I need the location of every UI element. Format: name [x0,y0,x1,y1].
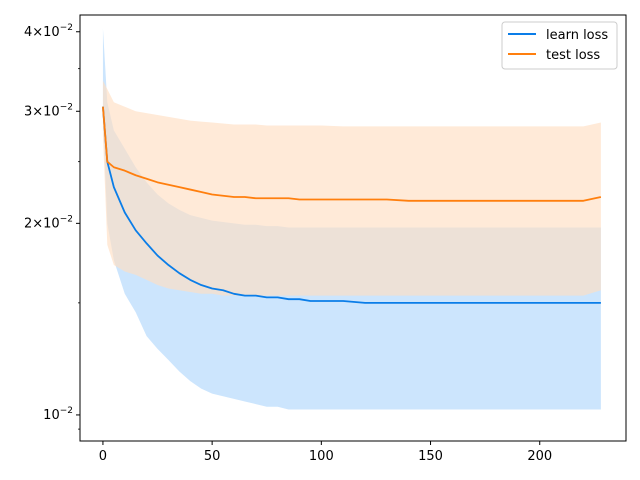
plot-frame [79,14,627,442]
series-lines [102,106,602,304]
y-tick-label: 2×10−2 [24,214,73,231]
y-axis: 10−2 2×10−2 3×10−2 4×10−2 [24,23,80,430]
legend-label-test-loss: test loss [546,48,600,63]
legend-label-learn-loss: learn loss [546,28,608,43]
x-tick-label: 100 [309,449,334,464]
y-tick-label: 3×10−2 [24,102,73,119]
x-axis: 0 50 100 150 200 [99,441,552,464]
line-learn-loss [102,106,601,304]
band-learn-loss [102,28,601,410]
band-test-loss [102,80,601,296]
x-tick-label: 200 [527,449,552,464]
line-test-loss [102,106,602,202]
y-tick-label: 4×10−2 [24,23,73,40]
x-tick-label: 150 [418,449,443,464]
legend: learn loss test loss [501,21,618,70]
x-tick-label: 0 [99,449,107,464]
confidence-bands [102,28,601,410]
x-tick-label: 50 [204,449,221,464]
y-tick-label: 10−2 [43,406,73,423]
